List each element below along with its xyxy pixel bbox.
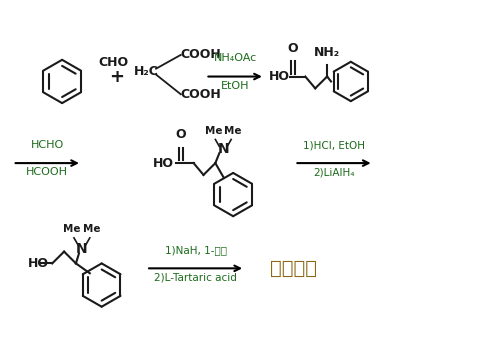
Text: HO: HO	[269, 70, 289, 83]
Text: N: N	[76, 242, 88, 256]
Text: COOH: COOH	[181, 48, 221, 62]
Text: 2)L-Tartaric acid: 2)L-Tartaric acid	[154, 272, 237, 282]
Text: HO: HO	[153, 156, 174, 170]
Text: NH₄OAc: NH₄OAc	[213, 53, 257, 63]
Text: 1)HCl, EtOH: 1)HCl, EtOH	[303, 140, 365, 150]
Text: HO: HO	[28, 257, 48, 270]
Text: +: +	[109, 68, 124, 86]
Text: N: N	[217, 142, 229, 156]
Text: 达泊西汀: 达泊西汀	[270, 259, 317, 278]
Text: HCHO: HCHO	[31, 140, 64, 150]
Text: Me: Me	[205, 125, 222, 136]
Text: CHO: CHO	[99, 56, 129, 69]
Text: 2)LiAlH₄: 2)LiAlH₄	[313, 167, 355, 177]
Text: H₂C: H₂C	[134, 65, 159, 78]
Text: Me: Me	[224, 125, 242, 136]
Text: Me: Me	[63, 224, 81, 234]
Text: COOH: COOH	[181, 88, 221, 101]
Text: Me: Me	[83, 224, 101, 234]
Text: 1)NaH, 1-氟萸: 1)NaH, 1-氟萸	[165, 245, 227, 256]
Text: NH₂: NH₂	[314, 46, 340, 59]
Text: EtOH: EtOH	[221, 81, 249, 92]
Text: HCOOH: HCOOH	[26, 167, 68, 177]
Text: O: O	[176, 128, 186, 142]
Text: O: O	[287, 42, 298, 55]
